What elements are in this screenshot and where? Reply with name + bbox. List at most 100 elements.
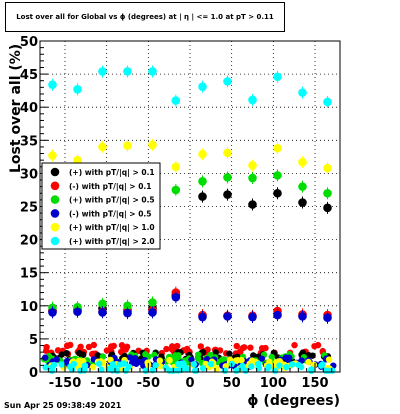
data-point [148,298,157,307]
y-tick-label: 50 [20,35,38,50]
low-band-point [255,364,263,372]
data-point [298,312,307,321]
low-band-point [43,343,50,351]
data-point [148,308,157,317]
legend-marker [50,195,60,204]
low-band-point [88,350,96,358]
low-band-point [152,362,159,369]
y-axis-title: Lost over all (%) [8,44,24,173]
low-band-point [77,343,84,350]
legend-marker [50,236,60,246]
y-tick-label: 10 [20,300,38,315]
y-tick-label: 30 [20,167,38,182]
low-band-point [98,366,105,373]
low-band-point [238,356,245,364]
low-band-point [239,362,246,370]
low-band-point [266,358,273,366]
low-band-point [212,349,219,356]
x-tick-label: 0 [185,376,194,391]
low-band-point [85,343,93,351]
low-band-point [319,361,326,368]
low-band-point [241,344,248,351]
low-band-point [131,354,139,362]
low-band-points [40,341,337,374]
low-band-point [329,367,336,374]
data-point [171,292,181,302]
y-tick-label: 5 [29,333,38,348]
data-point [323,313,332,323]
low-band-point [308,366,315,373]
low-band-point [207,360,215,368]
data-point [273,310,282,320]
data-point [323,188,332,198]
legend-label: (+) with pT/|q| > 0.5 [69,196,155,206]
data-point [123,308,132,318]
data-point [171,96,181,105]
low-band-point [166,367,173,374]
data-point [148,67,157,76]
low-band-point [286,354,293,362]
low-band-point [199,349,207,356]
x-tick-label: 100 [260,376,287,391]
data-point [223,148,232,158]
legend-label: (+) with pT/|q| > 1.0 [69,223,155,233]
low-band-point [90,341,98,349]
low-band-point [291,341,298,349]
x-tick-label: -150 [49,376,82,391]
data-point [171,162,181,172]
low-band-point [156,357,164,364]
y-tick-label: 15 [20,267,38,282]
data-point [223,190,232,199]
low-band-point [53,356,60,363]
low-band-point [248,363,255,370]
low-band-point [63,350,70,357]
data-point [323,163,332,173]
low-band-point [63,357,71,365]
low-band-point [95,360,103,367]
low-band-point [49,363,56,371]
data-point [323,97,332,107]
low-band-point [180,361,187,369]
legend-marker [50,167,60,177]
low-band-point [42,364,49,371]
data-point [273,143,282,153]
low-band-point [199,364,207,372]
y-tick-label: 20 [20,234,38,249]
data-point [48,308,57,317]
y-tick-label: 25 [20,201,38,216]
low-band-point [298,357,305,364]
data-point [123,141,132,150]
legend-label: (-) with pT/|q| > 0.5 [69,209,151,219]
data-point [223,77,232,86]
data-point [98,142,107,152]
low-band-point [81,362,89,369]
low-band-point [297,363,305,371]
low-band-point [283,363,290,371]
data-point [198,192,207,201]
low-band-point [289,361,296,368]
low-band-point [258,355,266,362]
low-band-point [58,351,66,358]
data-point [48,151,57,160]
low-band-point [79,351,86,359]
data-point [298,198,307,207]
low-band-point [166,356,173,364]
y-tick-label: 45 [20,68,38,83]
low-band-point [67,341,74,349]
low-band-point [54,347,62,354]
legend-box [41,162,161,250]
data-point [298,88,307,97]
legend-label: (+) with pT/|q| > 0.1 [69,168,155,178]
data-point [248,173,257,183]
low-band-point [197,343,205,350]
data-point [198,82,207,91]
x-tick-label: 50 [223,376,241,391]
data-point [223,173,232,182]
low-band-point [126,354,134,361]
low-band-point [174,367,182,374]
low-band-point [175,360,182,368]
legend-marker [50,181,60,191]
legend-label: (-) with pT/|q| > 0.1 [69,182,151,192]
